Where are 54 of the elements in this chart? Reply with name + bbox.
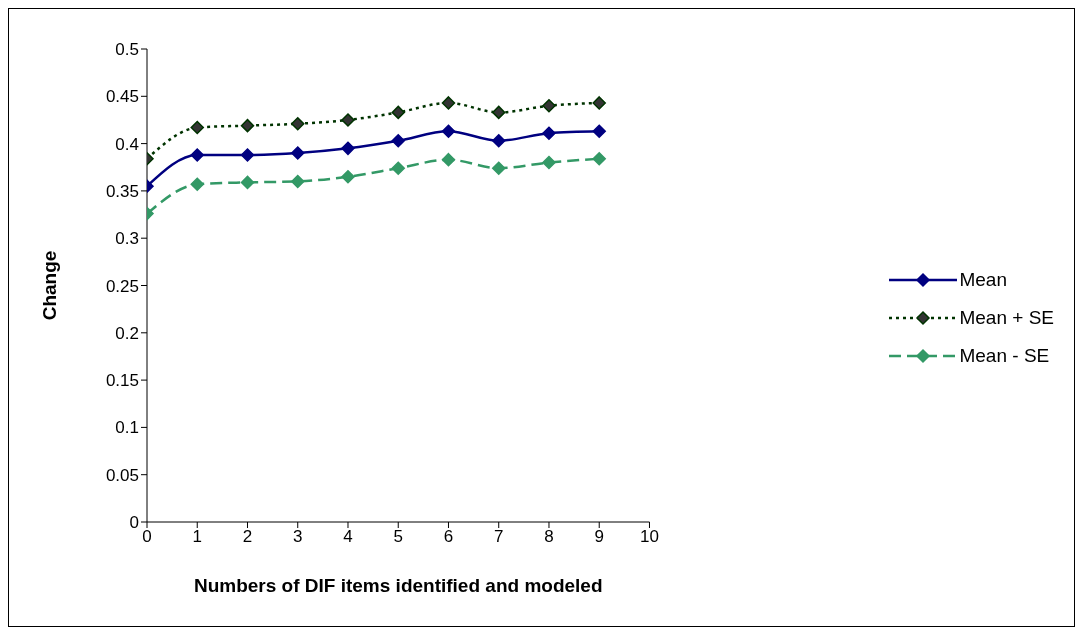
- point: [542, 126, 556, 140]
- x-tick-label: 5: [393, 527, 403, 547]
- point: [391, 105, 405, 120]
- y-tick-label: 0.05: [105, 465, 139, 485]
- y-tick-label: 0: [129, 513, 139, 533]
- x-tick-label: 3: [293, 527, 303, 547]
- point: [190, 120, 204, 135]
- legend-label: Mean: [959, 268, 1007, 291]
- point: [592, 124, 606, 139]
- x-tick-label: 8: [544, 527, 554, 547]
- x-tick-label: 0: [142, 527, 152, 547]
- point: [190, 148, 204, 162]
- x-tick-label: 4: [343, 527, 353, 547]
- point: [341, 169, 355, 184]
- point: [441, 124, 456, 139]
- x-tick-label: 2: [242, 527, 253, 547]
- y-tick-label: 0.35: [105, 181, 139, 201]
- x-tick-label: 6: [443, 527, 454, 547]
- y-tick-label: 0.5: [115, 40, 139, 60]
- point: [441, 152, 456, 167]
- point: [391, 134, 405, 148]
- point: [491, 105, 506, 120]
- y-tick-label: 0.25: [105, 276, 139, 296]
- point: [290, 116, 305, 131]
- point: [441, 96, 456, 110]
- point: [592, 151, 606, 166]
- point: [542, 155, 556, 170]
- point: [341, 113, 355, 127]
- point: [240, 148, 255, 162]
- y-axis-title: Change: [38, 250, 60, 321]
- x-tick-label: 9: [594, 527, 604, 547]
- x-axis-title: Numbers of DIF items identified and modeled: [193, 575, 603, 596]
- x-tick-label: 1: [192, 527, 202, 547]
- point: [592, 96, 606, 110]
- x-tick-label: 7: [493, 527, 504, 547]
- point: [491, 161, 506, 175]
- y-tick-label: 0.45: [105, 87, 139, 107]
- point: [341, 141, 355, 156]
- legend-label: Mean + SE: [959, 306, 1054, 329]
- y-tick-label: 0.15: [105, 371, 139, 391]
- point: [240, 175, 255, 190]
- point: [491, 134, 506, 148]
- point: [290, 174, 305, 189]
- x-tick-label: 10: [640, 527, 659, 547]
- y-tick-label: 0.4: [115, 134, 139, 154]
- point: [542, 99, 556, 113]
- y-tick-label: 0.1: [115, 418, 139, 438]
- legend-label: Mean - SE: [959, 344, 1050, 367]
- point: [240, 118, 255, 133]
- y-tick-label: 0.2: [115, 323, 139, 343]
- point: [290, 146, 305, 160]
- point: [391, 161, 405, 175]
- y-tick-label: 0.3: [115, 229, 139, 249]
- point: [190, 177, 204, 192]
